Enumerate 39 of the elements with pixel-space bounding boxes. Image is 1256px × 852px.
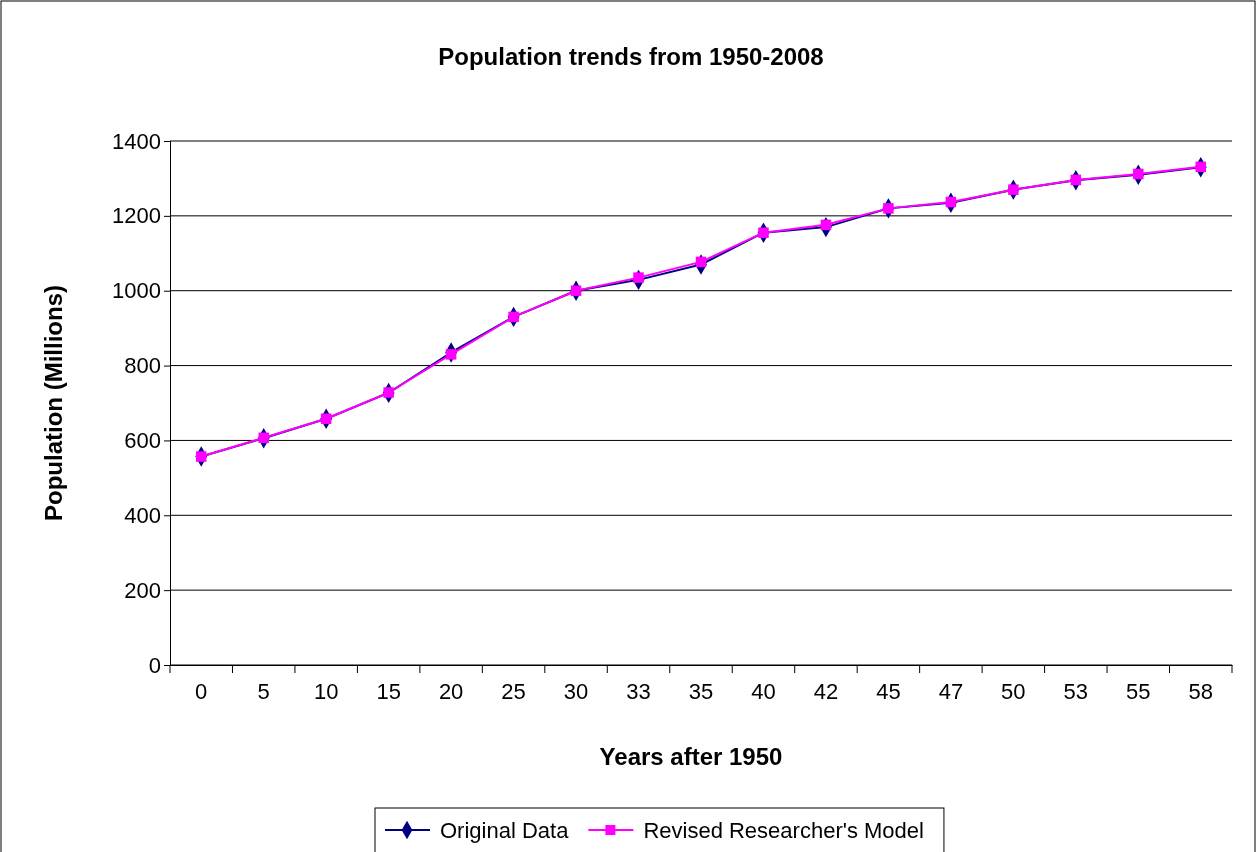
point	[820, 219, 832, 231]
x-tick-label: 42	[813, 678, 839, 704]
y-tick-label: 200	[124, 577, 161, 603]
y-tick-label: 800	[124, 353, 161, 379]
x-tick-label: 45	[876, 678, 901, 704]
x-tick-label: 15	[376, 678, 401, 704]
x-tick-label: 0	[195, 678, 208, 704]
point	[1070, 174, 1082, 186]
x-tick-label: 40	[751, 678, 776, 704]
x-tick-label: 33	[626, 678, 651, 704]
point	[1133, 168, 1144, 180]
x-tick-label: 53	[1063, 678, 1089, 704]
x-axis-title: Years after 1950	[599, 743, 783, 770]
legend-label: Revised Researcher's Model	[643, 818, 924, 843]
point	[1195, 161, 1207, 173]
x-tick-label: 35	[688, 678, 714, 704]
x-tick-label: 30	[563, 678, 589, 704]
point	[445, 349, 457, 360]
point	[945, 196, 957, 208]
point	[570, 285, 582, 296]
x-tick-label: 5	[257, 678, 270, 704]
y-tick-label: 600	[124, 427, 161, 453]
y-tick-label: 1400	[112, 128, 161, 154]
x-tick-label: 50	[1001, 678, 1026, 704]
x-tick-label: 25	[501, 678, 526, 704]
y-tick-label: 400	[124, 502, 161, 528]
legend-label: Original Data	[440, 818, 570, 843]
y-tick-label: 1200	[112, 203, 161, 229]
point	[695, 256, 707, 268]
x-tick-label: 47	[938, 678, 964, 704]
x-tick-label: 58	[1188, 678, 1214, 704]
y-axis-title: Population (Millions)	[40, 285, 67, 521]
point	[320, 413, 332, 424]
x-tick-label: 10	[313, 678, 339, 704]
y-tick-label: 1000	[112, 278, 161, 304]
x-tick-label: 20	[438, 678, 464, 704]
x-tick-label: 55	[1126, 678, 1151, 704]
chart-title: Population trends from 1950-2008	[438, 43, 824, 70]
y-tick-label: 0	[148, 652, 161, 678]
